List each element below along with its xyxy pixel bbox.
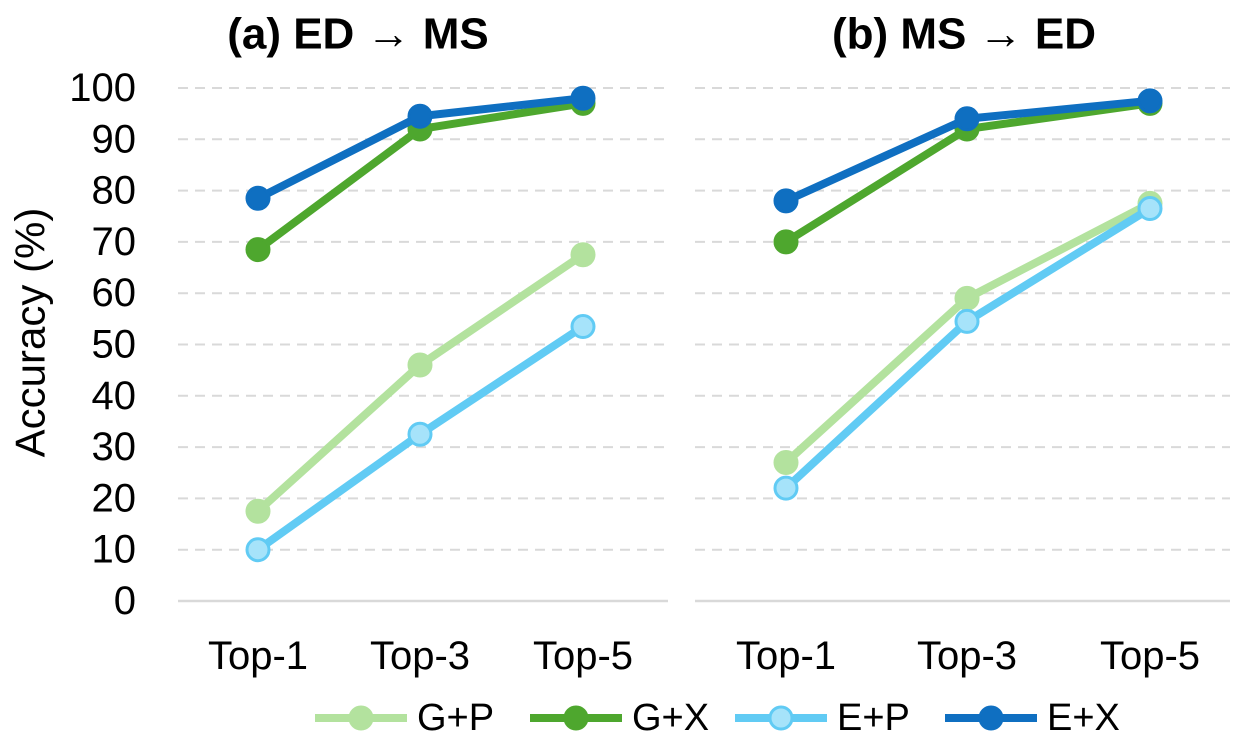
data-point-e-plus-p [954, 308, 980, 334]
data-point-g-plus-x [245, 237, 271, 263]
y-tick-label: 30 [92, 425, 137, 469]
data-point-g-plus-p [407, 352, 433, 378]
y-tick-label: 0 [114, 579, 136, 623]
data-point-e-plus-p [245, 537, 271, 563]
x-tick-label: Top-5 [1100, 634, 1200, 678]
data-point-e-plus-x [773, 188, 799, 214]
legend-label-g-plus-x: G+X [632, 697, 709, 739]
y-axis-label: Accuracy (%) [7, 208, 54, 458]
data-point-e-plus-p [407, 421, 433, 447]
data-point-e-plus-x [245, 185, 271, 211]
data-point-g-plus-x [773, 229, 799, 255]
y-tick-label: 70 [92, 220, 137, 264]
y-tick-label: 10 [92, 528, 137, 572]
data-point-e-plus-p [570, 314, 596, 340]
data-point-g-plus-p [773, 449, 799, 475]
legend-marker-e-plus-p [768, 705, 794, 731]
chart-panel-b: (b) MS → ED Top-1 Top-3 Top-5 [695, 10, 1230, 678]
legend-marker-g-plus-p [348, 705, 374, 731]
x-tick-label: Top-3 [370, 634, 470, 678]
data-point-e-plus-p [1137, 196, 1163, 222]
legend-label-e-plus-x: E+X [1047, 697, 1120, 739]
y-tick-label: 40 [92, 374, 137, 418]
data-point-e-plus-x [570, 85, 596, 111]
x-tick-label: Top-3 [917, 634, 1017, 678]
legend-marker-e-plus-x [978, 705, 1004, 731]
panel-title: (a) ED → MS [227, 10, 489, 59]
y-tick-label: 100 [69, 66, 136, 110]
legend-label-e-plus-p: E+P [837, 697, 910, 739]
data-point-e-plus-x [1137, 88, 1163, 114]
x-tick-label: Top-5 [533, 634, 633, 678]
data-point-g-plus-p [570, 242, 596, 268]
y-tick-label: 90 [92, 117, 137, 161]
y-tick-label: 80 [92, 169, 137, 213]
chart-panel-a: (a) ED → MS 0 10 20 30 40 50 60 70 80 90 100 Accurac… [7, 10, 668, 678]
legend: G+P G+X E+P E+X [315, 697, 1120, 739]
data-point-e-plus-x [954, 106, 980, 132]
panel-title: (b) MS → ED [832, 10, 1096, 59]
data-point-e-plus-x [407, 103, 433, 129]
y-tick-label: 20 [92, 476, 137, 520]
y-tick-label: 50 [92, 323, 137, 367]
x-tick-label: Top-1 [736, 634, 836, 678]
legend-label-g-plus-p: G+P [417, 697, 494, 739]
y-tick-label: 60 [92, 271, 137, 315]
data-point-e-plus-p [773, 475, 799, 501]
data-point-g-plus-p [245, 498, 271, 524]
legend-marker-g-plus-x [563, 705, 589, 731]
x-tick-label: Top-1 [208, 634, 308, 678]
data-point-g-plus-p [954, 285, 980, 311]
